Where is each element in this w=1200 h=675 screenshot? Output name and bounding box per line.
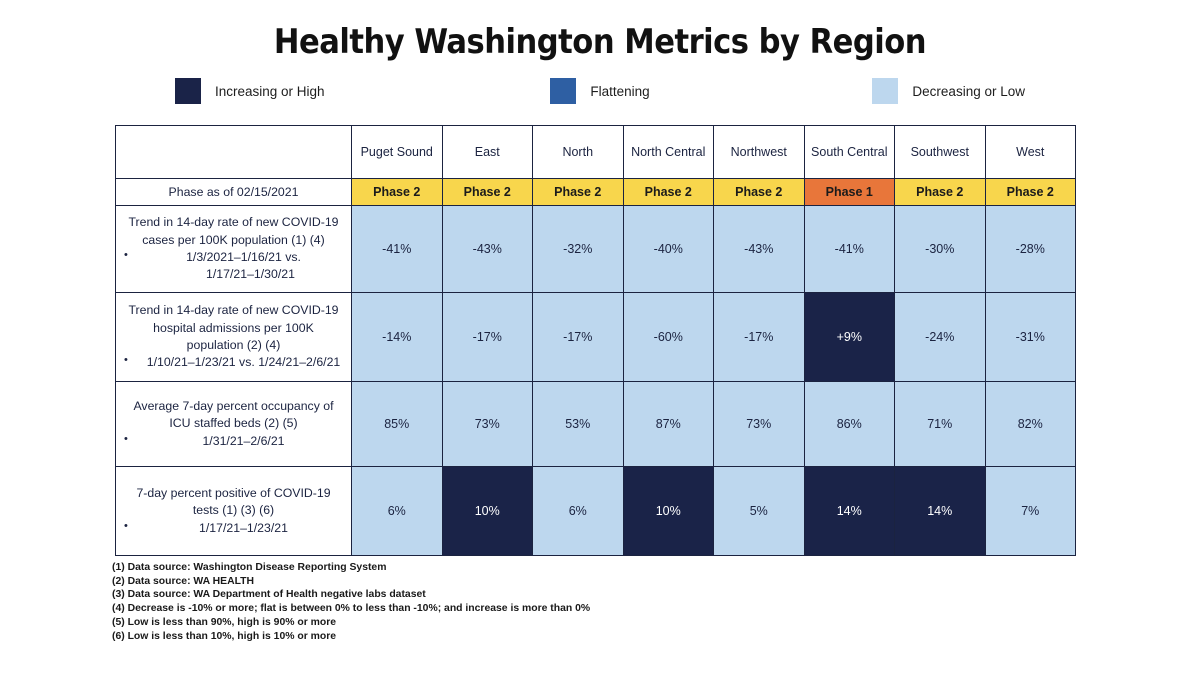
row-label-positivity-line2: tests (1) (3) (6) <box>192 503 275 518</box>
data-cell: 86% <box>803 381 895 467</box>
legend-label-decreasing: Decreasing or Low <box>912 83 1025 99</box>
table-row-positivity: 7-day percent positive of COVID-19 tests… <box>115 466 1076 556</box>
legend-item-flattening: Flattening <box>458 78 741 104</box>
metrics-table: Puget Sound East North North Central Nor… <box>115 125 1076 556</box>
table-row-cases: Trend in 14-day rate of new COVID-19 cas… <box>115 205 1076 293</box>
table-row-hospital: Trend in 14-day rate of new COVID-19 hos… <box>115 292 1076 382</box>
data-cell: -17% <box>532 292 624 382</box>
legend-label-flattening: Flattening <box>590 83 650 99</box>
row-label-positivity-line1: 7-day percent positive of COVID-19 <box>136 485 331 500</box>
row-label-cases-line1: Trend in 14-day rate of new COVID-19 <box>128 215 339 230</box>
data-cell: 53% <box>532 381 624 467</box>
data-cell: -41% <box>351 205 443 293</box>
phase-cell-west: Phase 2 <box>984 178 1076 206</box>
data-cell: 82% <box>984 381 1076 467</box>
column-header-north: North <box>532 125 624 179</box>
data-cell: -43% <box>441 205 533 293</box>
phase-cell-east: Phase 2 <box>441 178 533 206</box>
column-header-southwest: Southwest <box>894 125 986 179</box>
row-label-icu-line1: Average 7-day percent occupancy of <box>133 398 334 413</box>
legend: Increasing or High Flattening Decreasing… <box>0 78 1200 104</box>
data-cell: -30% <box>894 205 986 293</box>
data-cell: -28% <box>984 205 1076 293</box>
column-header-west: West <box>984 125 1076 179</box>
legend-item-increasing: Increasing or High <box>175 78 458 104</box>
data-cell: 87% <box>622 381 714 467</box>
phase-cell-puget-sound: Phase 2 <box>351 178 443 206</box>
data-cell: 5% <box>713 466 805 556</box>
footnote-5: (5) Low is less than 90%, high is 90% or… <box>112 616 337 628</box>
footnote-6: (6) Low is less than 10%, high is 10% or… <box>112 630 337 642</box>
phase-cell-north-central: Phase 2 <box>622 178 714 206</box>
data-cell: 7% <box>984 466 1076 556</box>
data-cell: 6% <box>532 466 624 556</box>
data-cell: 14% <box>803 466 895 556</box>
table-row-icu: Average 7-day percent occupancy of ICU s… <box>115 381 1076 467</box>
column-header-north-central: North Central <box>622 125 714 179</box>
row-label-cases-bullet: 1/3/2021–1/16/21 vs. 1/17/21–1/30/21 <box>124 248 351 284</box>
data-cell: 71% <box>894 381 986 467</box>
legend-label-increasing: Increasing or High <box>215 83 325 99</box>
metrics-table-wrapper: Puget Sound East North North Central Nor… <box>115 125 1076 556</box>
legend-item-decreasing: Decreasing or Low <box>742 78 1025 104</box>
column-header-northwest: Northwest <box>713 125 805 179</box>
data-cell: -24% <box>894 292 986 382</box>
row-label-hospital-bullet: 1/10/21–1/23/21 vs. 1/24/21–2/6/21 <box>124 353 351 371</box>
footnote-3: (3) Data source: WA Department of Health… <box>112 589 426 601</box>
data-cell: +9% <box>803 292 895 382</box>
phase-cell-northwest: Phase 2 <box>713 178 805 206</box>
table-header-row: Puget Sound East North North Central Nor… <box>115 125 1076 179</box>
data-cell: 10% <box>441 466 533 556</box>
data-cell: -17% <box>441 292 533 382</box>
data-cell: -17% <box>713 292 805 382</box>
data-cell: 85% <box>351 381 443 467</box>
row-label-cases: Trend in 14-day rate of new COVID-19 cas… <box>115 205 352 293</box>
data-cell: 73% <box>441 381 533 467</box>
data-cell: 14% <box>894 466 986 556</box>
footnote-4: (4) Decrease is -10% or more; flat is be… <box>112 603 591 615</box>
footnotes: (1) Data source: Washington Disease Repo… <box>112 561 590 643</box>
phase-cell-north: Phase 2 <box>532 178 624 206</box>
row-label-hospital: Trend in 14-day rate of new COVID-19 hos… <box>115 292 352 382</box>
row-label-positivity-bullet: 1/17/21–1/23/21 <box>124 519 351 537</box>
column-header-east: East <box>441 125 533 179</box>
column-header-south-central: South Central <box>803 125 895 179</box>
phase-cell-south-central: Phase 1 <box>803 178 895 206</box>
legend-swatch-increasing-icon <box>175 78 201 104</box>
row-label-cases-bullet-b: 1/17/21–1/30/21 <box>206 267 295 282</box>
row-label-phase: Phase as of 02/15/2021 <box>115 178 352 206</box>
row-label-hospital-line2: hospital admissions per 100K <box>153 320 314 335</box>
data-cell: -31% <box>984 292 1076 382</box>
row-label-positivity: 7-day percent positive of COVID-19 tests… <box>115 466 352 556</box>
page-title: Healthy Washington Metrics by Region <box>273 22 927 62</box>
row-label-icu-bullet: 1/31/21–2/6/21 <box>124 432 351 450</box>
data-cell: -32% <box>532 205 624 293</box>
row-label-cases-line2: cases per 100K population (1) (4) <box>142 232 325 247</box>
row-label-hospital-line3: population (2) (4) <box>186 338 281 352</box>
legend-swatch-flattening-icon <box>550 78 577 104</box>
data-cell: -40% <box>622 205 714 293</box>
data-cell: 73% <box>713 381 805 467</box>
data-cell: 10% <box>622 466 714 556</box>
header-blank-cell <box>115 125 352 179</box>
row-label-icu: Average 7-day percent occupancy of ICU s… <box>115 381 352 467</box>
row-label-cases-bullet-a: 1/3/2021–1/16/21 vs. <box>186 250 301 264</box>
data-cell: -41% <box>803 205 895 293</box>
row-label-hospital-line1: Trend in 14-day rate of new COVID-19 <box>128 303 339 318</box>
phase-cell-southwest: Phase 2 <box>894 178 986 206</box>
footnote-1: (1) Data source: Washington Disease Repo… <box>112 562 387 573</box>
data-cell: -60% <box>622 292 714 382</box>
table-row-phase: Phase as of 02/15/2021 Phase 2 Phase 2 P… <box>115 178 1076 206</box>
legend-swatch-decreasing-icon <box>872 78 899 104</box>
column-header-puget-sound: Puget Sound <box>351 125 443 179</box>
row-label-icu-line2: ICU staffed beds (2) (5) <box>169 416 298 431</box>
data-cell: 6% <box>351 466 443 556</box>
data-cell: -43% <box>713 205 805 293</box>
data-cell: -14% <box>351 292 443 382</box>
footnote-2: (2) Data source: WA HEALTH <box>112 575 255 587</box>
